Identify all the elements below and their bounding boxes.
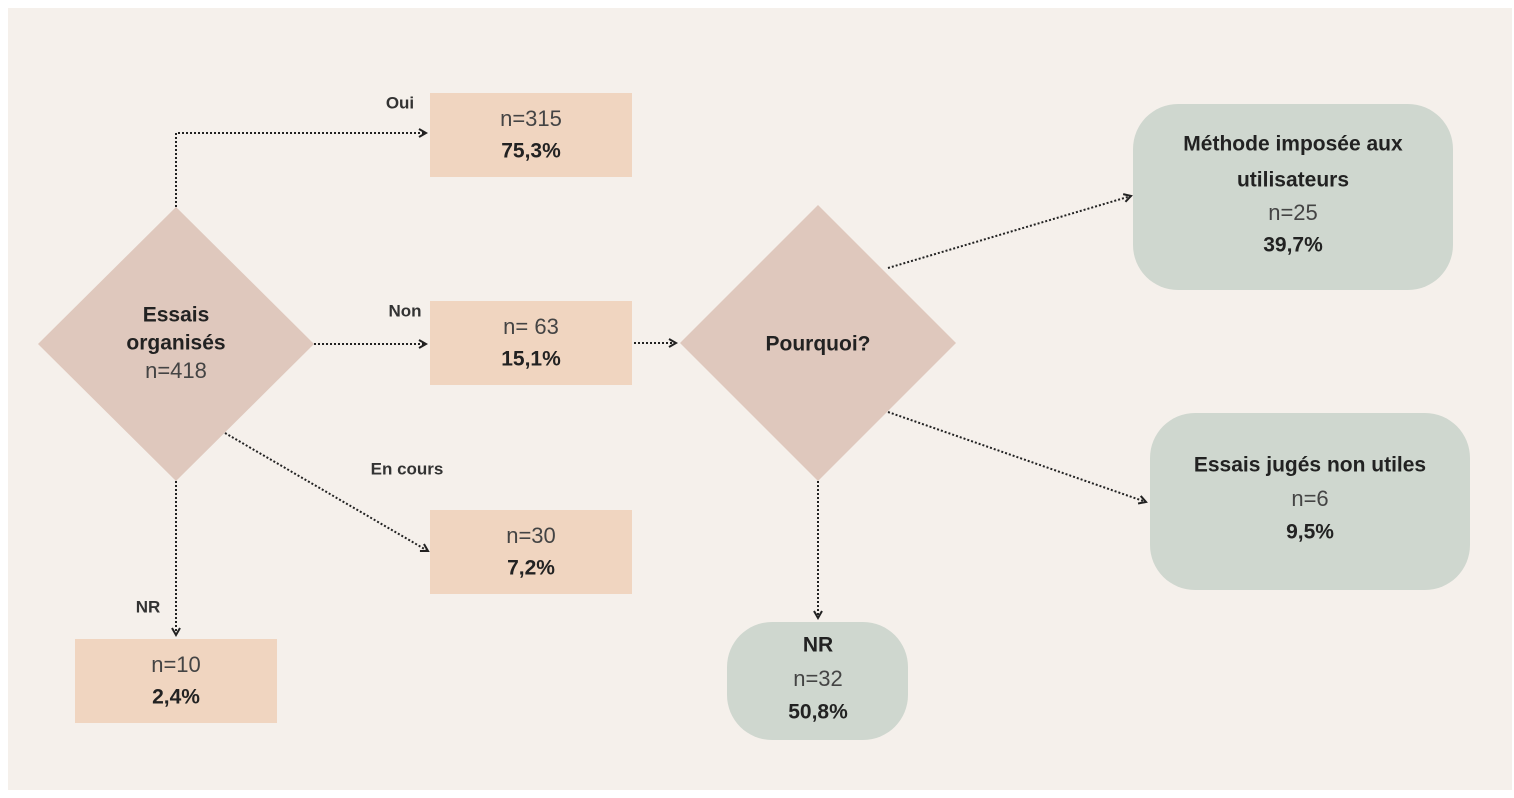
box xyxy=(430,510,632,594)
decision xyxy=(680,205,956,481)
edge xyxy=(887,411,1146,502)
outcome xyxy=(727,622,908,740)
edge-label: En cours xyxy=(371,459,444,478)
edges xyxy=(176,133,1146,635)
node-count: n= 63 xyxy=(503,314,559,339)
node-label: Pourquoi? xyxy=(766,333,871,356)
node-label: Méthode imposée aux xyxy=(1183,133,1403,156)
node-label: NR xyxy=(803,634,833,657)
node-percent: 9,5% xyxy=(1286,521,1334,544)
node-label: utilisateurs xyxy=(1237,169,1349,192)
edge-label: Non xyxy=(388,301,421,320)
node-count: n=30 xyxy=(506,523,556,548)
node-label: Essais jugés non utiles xyxy=(1194,454,1426,477)
node-count: n=10 xyxy=(151,652,201,677)
node-count: n=418 xyxy=(145,358,207,383)
node-count: n=6 xyxy=(1291,486,1328,511)
node-percent: 75,3% xyxy=(501,140,561,163)
decision xyxy=(38,207,314,481)
edge xyxy=(175,133,426,207)
node-percent: 15,1% xyxy=(501,348,561,371)
node-count: n=25 xyxy=(1268,200,1318,225)
node-percent: 7,2% xyxy=(507,557,555,580)
node-label: organisés xyxy=(126,332,225,355)
node-label: Essais xyxy=(143,304,210,327)
box xyxy=(430,301,632,385)
node-percent: 50,8% xyxy=(788,701,848,724)
box xyxy=(430,93,632,177)
box xyxy=(75,639,277,723)
node-count: n=315 xyxy=(500,106,562,131)
edge-label: Oui xyxy=(386,93,414,112)
outcome xyxy=(1150,413,1470,590)
node-percent: 39,7% xyxy=(1263,234,1323,257)
outcome xyxy=(1133,104,1453,290)
edge xyxy=(224,432,428,551)
node-count: n=32 xyxy=(793,666,843,691)
edge-label: NR xyxy=(136,597,161,616)
node-percent: 2,4% xyxy=(152,686,200,709)
